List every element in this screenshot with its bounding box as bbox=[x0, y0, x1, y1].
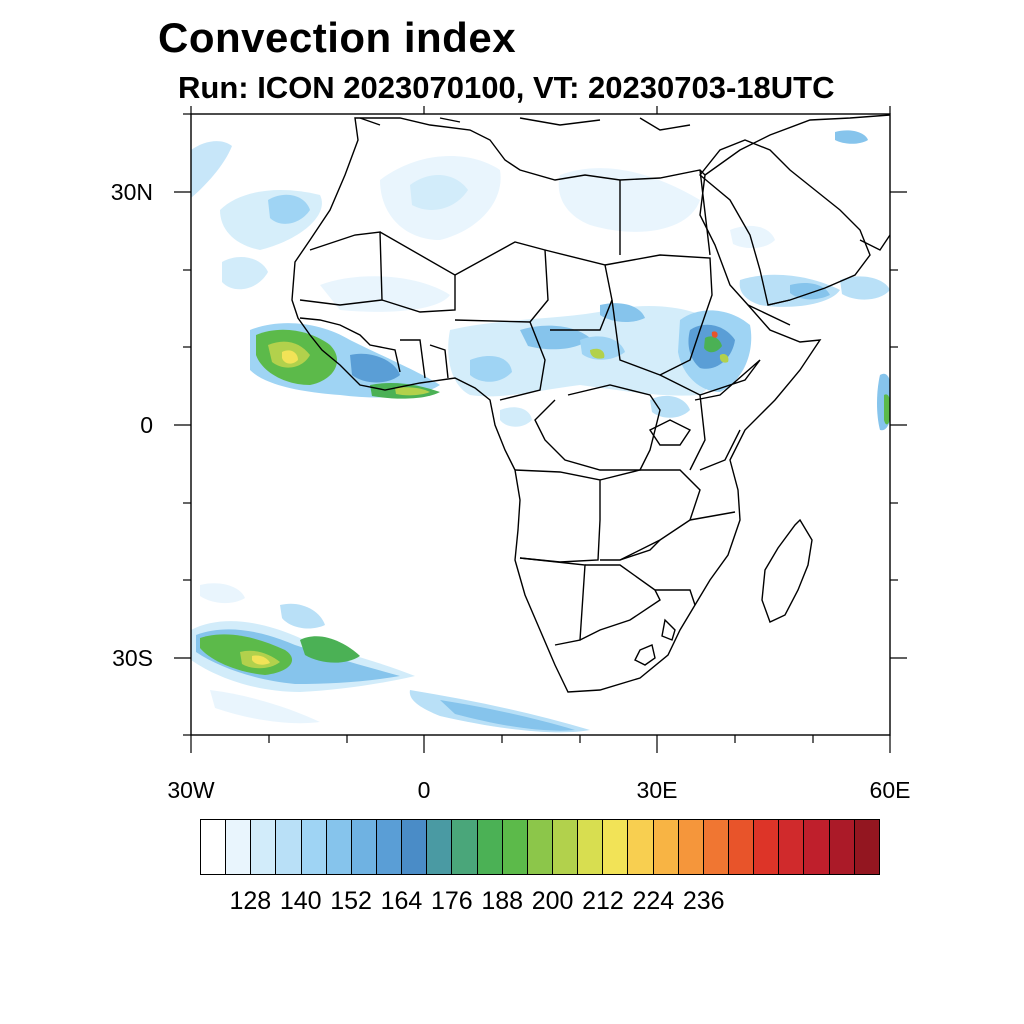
colorbar-swatch bbox=[829, 820, 855, 874]
colorbar-label: 176 bbox=[430, 887, 473, 915]
lon-label-60e: 60E bbox=[870, 777, 911, 803]
coastlines-borders bbox=[291, 114, 890, 693]
colorbar-swatch bbox=[452, 820, 478, 874]
colorbar-swatch bbox=[226, 820, 252, 874]
colorbar bbox=[200, 819, 880, 875]
colorbar-label: 236 bbox=[682, 887, 725, 915]
lat-label-0: 0 bbox=[140, 412, 153, 438]
colorbar-label: 140 bbox=[279, 887, 322, 915]
colorbar-label: 188 bbox=[481, 887, 524, 915]
lon-label-30w: 30W bbox=[167, 777, 215, 803]
convection-field bbox=[191, 130, 890, 733]
colorbar-swatch bbox=[628, 820, 654, 874]
colorbar-swatch bbox=[351, 820, 377, 874]
colorbar-swatch bbox=[578, 820, 604, 874]
colorbar-swatch bbox=[502, 820, 528, 874]
lon-label-0: 0 bbox=[418, 777, 431, 803]
lat-label-30s: 30S bbox=[112, 645, 153, 671]
colorbar-swatch bbox=[251, 820, 277, 874]
colorbar-label: 128 bbox=[229, 887, 272, 915]
colorbar-swatch bbox=[653, 820, 679, 874]
colorbar-swatch bbox=[728, 820, 755, 874]
colorbar-label: 164 bbox=[380, 887, 423, 915]
colorbar-swatch bbox=[201, 820, 227, 874]
colorbar-label: 152 bbox=[330, 887, 372, 915]
colorbar-swatch bbox=[854, 820, 879, 874]
chart-subtitle: Run: ICON 2023070100, VT: 20230703-18UTC bbox=[178, 70, 835, 105]
colorbar-swatch bbox=[678, 820, 704, 874]
colorbar-swatch bbox=[427, 820, 453, 874]
colorbar-swatch bbox=[326, 820, 352, 874]
colorbar-swatch bbox=[376, 820, 403, 874]
colorbar-swatch bbox=[527, 820, 553, 874]
colorbar-swatch bbox=[779, 820, 805, 874]
colorbar-swatch bbox=[754, 820, 780, 874]
lon-ticks bbox=[190, 106, 891, 753]
lat-ticks bbox=[174, 113, 907, 736]
colorbar-swatch bbox=[301, 820, 327, 874]
colorbar-swatch bbox=[402, 820, 428, 874]
chart-title: Convection index bbox=[158, 14, 517, 61]
colorbar-label: 212 bbox=[582, 887, 624, 915]
colorbar-swatch bbox=[703, 820, 729, 874]
colorbar-label: 200 bbox=[531, 887, 574, 915]
colorbar-swatch bbox=[276, 820, 302, 874]
colorbar-swatch bbox=[477, 820, 503, 874]
colorbar-swatch bbox=[804, 820, 830, 874]
lat-label-30n: 30N bbox=[111, 179, 153, 205]
lon-label-30e: 30E bbox=[637, 777, 678, 803]
colorbar-swatch bbox=[552, 820, 579, 874]
colorbar-label: 224 bbox=[632, 887, 675, 915]
colorbar-swatch bbox=[603, 820, 629, 874]
